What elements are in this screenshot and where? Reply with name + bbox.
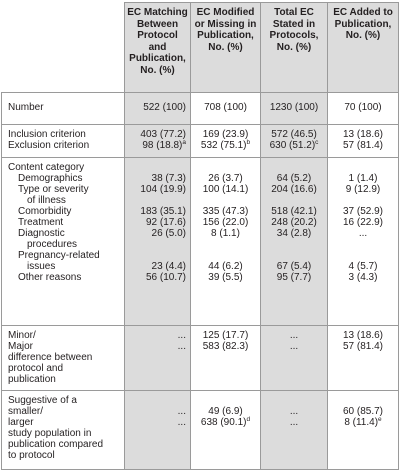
header-ec-modified-missing: EC Modified or Missing in Publication, N… bbox=[190, 2, 261, 93]
row-label-larger: larger bbox=[8, 417, 34, 428]
table-row: Content category Demographics Type or se… bbox=[1, 157, 399, 326]
cell-value: 1 (1.4) bbox=[348, 173, 378, 184]
cell-value: 104 (19.9) bbox=[140, 184, 186, 195]
row-label-exclusion: Exclusion criterion bbox=[8, 140, 90, 151]
cell-value: ... bbox=[289, 406, 299, 417]
row-label-minor: Minor/ bbox=[8, 330, 36, 341]
cell-value: 403 (77.2) bbox=[140, 129, 186, 140]
cell-value: 708 (100) bbox=[204, 102, 247, 113]
header-row: EC Matching Between Protocol and Publica… bbox=[1, 2, 399, 93]
cell-value: 92 (17.6) bbox=[145, 217, 186, 228]
cell-value: 335 (47.3) bbox=[202, 206, 249, 217]
cell-value: 23 (4.4) bbox=[151, 261, 186, 272]
cell-value: 95 (7.7) bbox=[276, 272, 312, 283]
cell-value: 518 (42.1) bbox=[271, 206, 317, 217]
cell-value: 38 (7.3) bbox=[151, 173, 186, 184]
cell-value: ... bbox=[177, 330, 186, 341]
cell-value: 70 (100) bbox=[344, 102, 382, 113]
cell-value: 8 (1.1) bbox=[211, 228, 240, 239]
row-label-minor-major-desc: difference between bbox=[8, 352, 93, 363]
cell-value: 100 (14.1) bbox=[202, 184, 249, 195]
row-label-comorbidity: Comorbidity bbox=[18, 206, 72, 217]
cell-value: 13 (18.6) bbox=[342, 129, 384, 140]
cell-value: 638 (90.1)d bbox=[200, 416, 251, 428]
table-row: Number 522 (100) 708 (100) 1230 (100) 70… bbox=[1, 92, 399, 125]
cell-value: 248 (20.2) bbox=[271, 217, 317, 228]
cell-value: 204 (16.6) bbox=[271, 184, 317, 195]
cell-value: 56 (10.7) bbox=[145, 272, 186, 283]
cell-value: ... bbox=[177, 341, 186, 352]
header-total-ec: Total EC Stated in Protocols, No. (%) bbox=[260, 2, 328, 93]
row-label-suggestive-desc: to protocol bbox=[8, 450, 55, 461]
cell-value: 572 (46.5) bbox=[271, 129, 317, 140]
row-label-minor-major-desc: protocol and bbox=[8, 363, 64, 374]
cell-value: 49 (6.9) bbox=[208, 406, 243, 417]
row-label-minor-major-desc: publication bbox=[8, 374, 56, 385]
row-label-other: Other reasons bbox=[18, 272, 82, 283]
row-label-pregnancy: Pregnancy-related bbox=[18, 250, 100, 261]
cell-value: 1230 (100) bbox=[269, 102, 319, 113]
row-label-number: Number bbox=[8, 102, 44, 113]
row-label-severity: Type or severity bbox=[18, 184, 89, 195]
cell-value: ... bbox=[289, 330, 299, 341]
row-label-treatment: Treatment bbox=[18, 217, 64, 228]
cell-value: 125 (17.7) bbox=[202, 330, 249, 341]
row-label-diagnostic: Diagnostic bbox=[18, 228, 65, 239]
row-label-pregnancy-cont: issues bbox=[27, 261, 56, 272]
cell-value: 169 (23.9) bbox=[202, 129, 249, 140]
table-row: Inclusion criterion Exclusion criterion … bbox=[1, 124, 399, 158]
cell-value: ... bbox=[177, 406, 186, 417]
cell-value: 57 (81.4) bbox=[342, 341, 384, 352]
cell-value: 37 (52.9) bbox=[342, 206, 384, 217]
row-label-inclusion: Inclusion criterion bbox=[8, 129, 86, 140]
cell-value: 156 (22.0) bbox=[202, 217, 249, 228]
cell-value: 630 (51.2)c bbox=[269, 139, 319, 151]
cell-value: 183 (35.1) bbox=[140, 206, 186, 217]
row-label-severity-cont: of illness bbox=[27, 195, 66, 206]
header-ec-matching: EC Matching Between Protocol and Publica… bbox=[124, 2, 191, 93]
cell-value: 67 (5.4) bbox=[276, 261, 312, 272]
row-label-major: Major bbox=[8, 341, 34, 352]
row-label-suggestive: Suggestive of a bbox=[8, 395, 77, 406]
cell-value: ... bbox=[289, 417, 299, 428]
cell-value: 98 (18.8)a bbox=[142, 139, 186, 151]
header-corner bbox=[1, 2, 125, 93]
cell-value: 16 (22.9) bbox=[342, 217, 384, 228]
cell-value: 3 (4.3) bbox=[348, 272, 378, 283]
cell-value: 522 (100) bbox=[143, 102, 186, 113]
cell-value: ... bbox=[289, 341, 299, 352]
row-label-suggestive-desc: publication compared bbox=[8, 439, 104, 450]
cell-value: 44 (6.2) bbox=[208, 261, 243, 272]
cell-value: 39 (5.5) bbox=[208, 272, 243, 283]
cell-value: 34 (2.8) bbox=[276, 228, 312, 239]
row-label-demographics: Demographics bbox=[18, 173, 83, 184]
row-label-smaller: smaller/ bbox=[8, 406, 44, 417]
cell-value: 26 (5.0) bbox=[151, 228, 186, 239]
header-ec-added: EC Added to Publication, No. (%) bbox=[327, 2, 399, 93]
cell-value: ... bbox=[358, 228, 368, 239]
row-label-content-category: Content category bbox=[8, 162, 85, 173]
cell-value: 4 (5.7) bbox=[348, 261, 378, 272]
cell-value: 13 (18.6) bbox=[342, 330, 384, 341]
cell-value: 8 (11.4)e bbox=[344, 416, 382, 428]
cell-value: 583 (82.3) bbox=[202, 341, 249, 352]
cell-value: 60 (85.7) bbox=[342, 406, 384, 417]
cell-value: 57 (81.4) bbox=[342, 140, 384, 151]
cell-value: 26 (3.7) bbox=[208, 173, 243, 184]
row-label-diagnostic-cont: procedures bbox=[27, 239, 78, 250]
cell-value: 532 (75.1)b bbox=[200, 139, 251, 151]
cell-value: 9 (12.9) bbox=[345, 184, 381, 195]
cell-value: ... bbox=[177, 417, 186, 428]
row-label-suggestive-desc: study population in bbox=[8, 428, 92, 439]
cell-value: 64 (5.2) bbox=[276, 173, 312, 184]
table-row: Suggestive of a smaller/ larger study po… bbox=[1, 390, 399, 470]
table-row: Minor/ Major difference between protocol… bbox=[1, 325, 399, 391]
